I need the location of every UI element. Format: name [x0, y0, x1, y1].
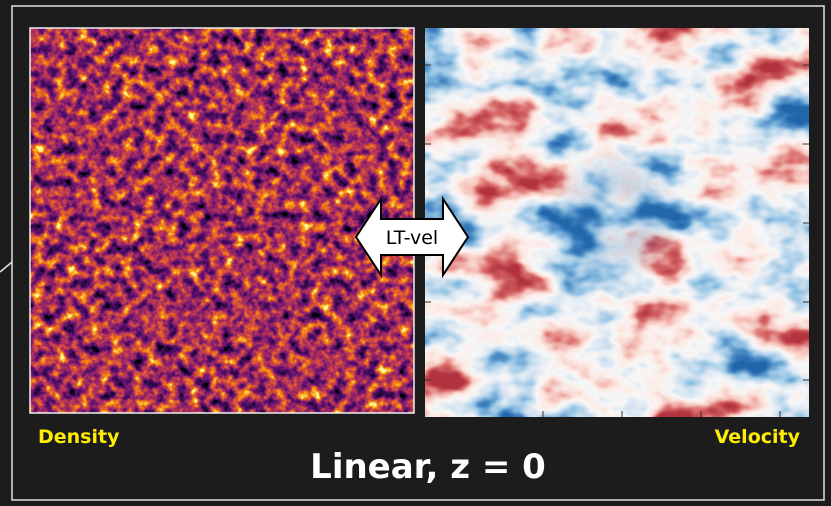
figure-title: Linear, z = 0 — [310, 447, 546, 487]
edge-line — [0, 262, 12, 272]
density-image — [30, 28, 414, 413]
density-panel — [30, 28, 414, 413]
velocity-label: Velocity — [715, 426, 801, 448]
density-label: Density — [38, 426, 120, 448]
figure: LT-vel Density Velocity Linear, z = 0 — [0, 0, 831, 506]
arrow-label: LT-vel — [386, 227, 438, 249]
velocity-rings — [425, 28, 809, 417]
velocity-panel — [425, 28, 809, 417]
